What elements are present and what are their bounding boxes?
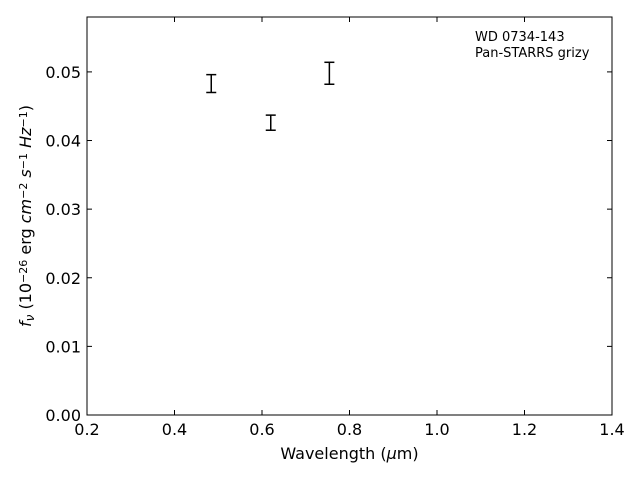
plot-area <box>86 16 613 416</box>
x-axis-label: Wavelength (μm) <box>280 444 418 463</box>
x-tick-label: 1.2 <box>512 420 537 439</box>
x-tick-label: 1.4 <box>599 420 624 439</box>
y-tick-label: 0.00 <box>45 406 81 425</box>
x-tick-label: 0.4 <box>162 420 187 439</box>
points-group <box>206 61 335 131</box>
data-point <box>206 73 217 94</box>
y-axis-label: fν (10−26 erg cm−2 s−1 Hz−1) <box>16 105 37 327</box>
annotation-line-1: WD 0734-143 <box>475 30 565 45</box>
data-point <box>265 114 276 131</box>
y-tick-label: 0.03 <box>45 200 81 219</box>
x-tick-label: 0.8 <box>337 420 362 439</box>
annotation-line-2: Pan-STARRS grizy <box>475 46 590 61</box>
ticks-group: 0.2 0.4 0.6 0.8 1.0 1.2 1.4 0.00 0.01 0.02 0.03 0.0… <box>45 17 625 439</box>
x-tick-label: 0.2 <box>74 420 99 439</box>
y-tick-label: 0.04 <box>45 132 81 151</box>
y-tick-label: 0.05 <box>45 63 81 82</box>
y-tick-label: 0.01 <box>45 337 81 356</box>
data-point <box>324 61 335 85</box>
x-tick-label: 0.6 <box>249 420 274 439</box>
y-tick-label: 0.02 <box>45 269 81 288</box>
x-tick-label: 1.0 <box>424 420 449 439</box>
